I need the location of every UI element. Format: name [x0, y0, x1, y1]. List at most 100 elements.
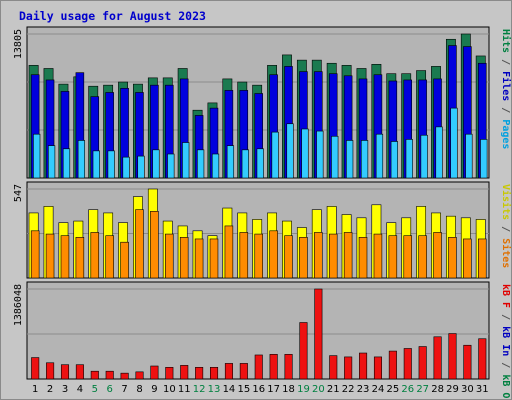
bar-kb-f — [60, 364, 70, 380]
bar-pages — [316, 130, 324, 179]
bar-kb-f — [135, 371, 144, 380]
bar-pages — [226, 145, 235, 179]
bar-kb-f — [239, 363, 248, 380]
bar-pages — [256, 148, 264, 179]
legend-entry: Files — [500, 71, 511, 101]
bar-pages — [152, 149, 160, 179]
bar-pages — [33, 133, 41, 179]
bar-kb-f — [180, 365, 189, 380]
legend-entry: Visits — [500, 184, 511, 220]
x-tick-label: 10 — [163, 384, 176, 395]
bar-sites — [120, 241, 129, 279]
x-tick-label: 15 — [237, 384, 250, 395]
x-tick-label: 4 — [77, 384, 83, 395]
bar-pages — [450, 107, 458, 179]
bar-pages — [435, 126, 443, 179]
bar-kb-f — [195, 367, 204, 380]
legend-middle: Visits / Sites — [500, 184, 511, 268]
bar-kb-f — [165, 367, 174, 380]
bar-pages — [301, 128, 309, 179]
bar-kb-f — [120, 372, 129, 380]
legend-entry: / — [500, 356, 511, 374]
bar-kb-f — [448, 333, 457, 380]
bar-sites — [30, 230, 40, 279]
legend-top: Hits / Files / Pages — [500, 29, 511, 149]
y-axis-max-label-bottom: 1386048 — [13, 284, 24, 326]
legend-entry: / — [500, 53, 511, 71]
bar-kb-f — [418, 346, 427, 380]
bar-kb-f — [105, 370, 114, 380]
chart-title: Daily usage for August 2023 — [19, 9, 206, 23]
x-tick-label: 17 — [267, 384, 280, 395]
bar-kb-f — [90, 370, 99, 380]
bar-kb-f — [478, 338, 487, 380]
x-tick-label: 30 — [461, 384, 474, 395]
bar-kb-f — [314, 288, 323, 380]
bar-kb-f — [463, 344, 472, 380]
bar-pages — [48, 145, 56, 179]
bar-pages — [286, 123, 294, 179]
legend-entry: kB In — [500, 326, 511, 356]
bar-kb-f — [403, 348, 412, 380]
x-tick-label: 13 — [208, 384, 221, 395]
bar-kb-f — [359, 352, 368, 380]
x-tick-label: 24 — [372, 384, 385, 395]
x-tick-label: 6 — [107, 384, 113, 395]
bar-sites — [388, 235, 398, 279]
bar-sites — [135, 209, 144, 279]
x-tick-label: 1 — [32, 384, 38, 395]
bar-sites — [403, 235, 413, 279]
bar-sites — [45, 233, 55, 279]
bar-pages — [62, 148, 71, 179]
y-axis-max-label-middle: 547 — [13, 184, 24, 202]
bar-sites — [299, 237, 308, 279]
bar-pages — [271, 131, 279, 179]
bar-pages — [331, 135, 339, 179]
bar-sites — [373, 233, 383, 279]
x-tick-label: 11 — [178, 384, 191, 395]
x-tick-label: 29 — [446, 384, 459, 395]
bar-sites — [328, 233, 338, 279]
bar-pages — [92, 150, 100, 179]
x-tick-label: 21 — [327, 384, 340, 395]
bar-pages — [390, 141, 398, 179]
x-tick-label: 2 — [47, 384, 53, 395]
bar-kb-f — [31, 357, 40, 380]
x-tick-label: 5 — [92, 384, 98, 395]
bar-pages — [211, 153, 220, 179]
bar-kb-f — [284, 354, 293, 380]
x-tick-label: 9 — [151, 384, 157, 395]
x-tick-label: 26 — [401, 384, 414, 395]
legend-entry: / — [500, 220, 511, 238]
x-tick-label: 23 — [357, 384, 370, 395]
bar-pages — [137, 155, 145, 179]
bar-pages — [167, 153, 175, 179]
bar-sites — [239, 232, 249, 279]
x-tick-label: 25 — [387, 384, 400, 395]
bar-kb-f — [433, 336, 442, 380]
bar-kb-f — [388, 350, 397, 380]
bar-sites — [343, 232, 353, 279]
x-tick-label: 3 — [62, 384, 68, 395]
x-tick-label: 27 — [416, 384, 429, 395]
x-tick-label: 12 — [193, 384, 206, 395]
bar-kb-f — [75, 364, 84, 380]
bar-pages — [107, 150, 115, 179]
bar-sites — [165, 233, 174, 279]
bar-sites — [105, 235, 114, 279]
bar-sites — [179, 237, 189, 279]
bar-pages — [360, 140, 369, 179]
bar-pages — [480, 139, 488, 179]
bar-pages — [346, 140, 354, 179]
bar-kb-f — [224, 363, 233, 380]
bar-pages — [182, 142, 190, 179]
legend-entry: Pages — [500, 119, 511, 149]
bar-pages — [241, 149, 249, 179]
bar-sites — [60, 235, 70, 279]
bar-sites — [477, 238, 487, 279]
bar-sites — [209, 238, 219, 279]
bar-pages — [375, 133, 384, 179]
bar-sites — [284, 235, 293, 279]
